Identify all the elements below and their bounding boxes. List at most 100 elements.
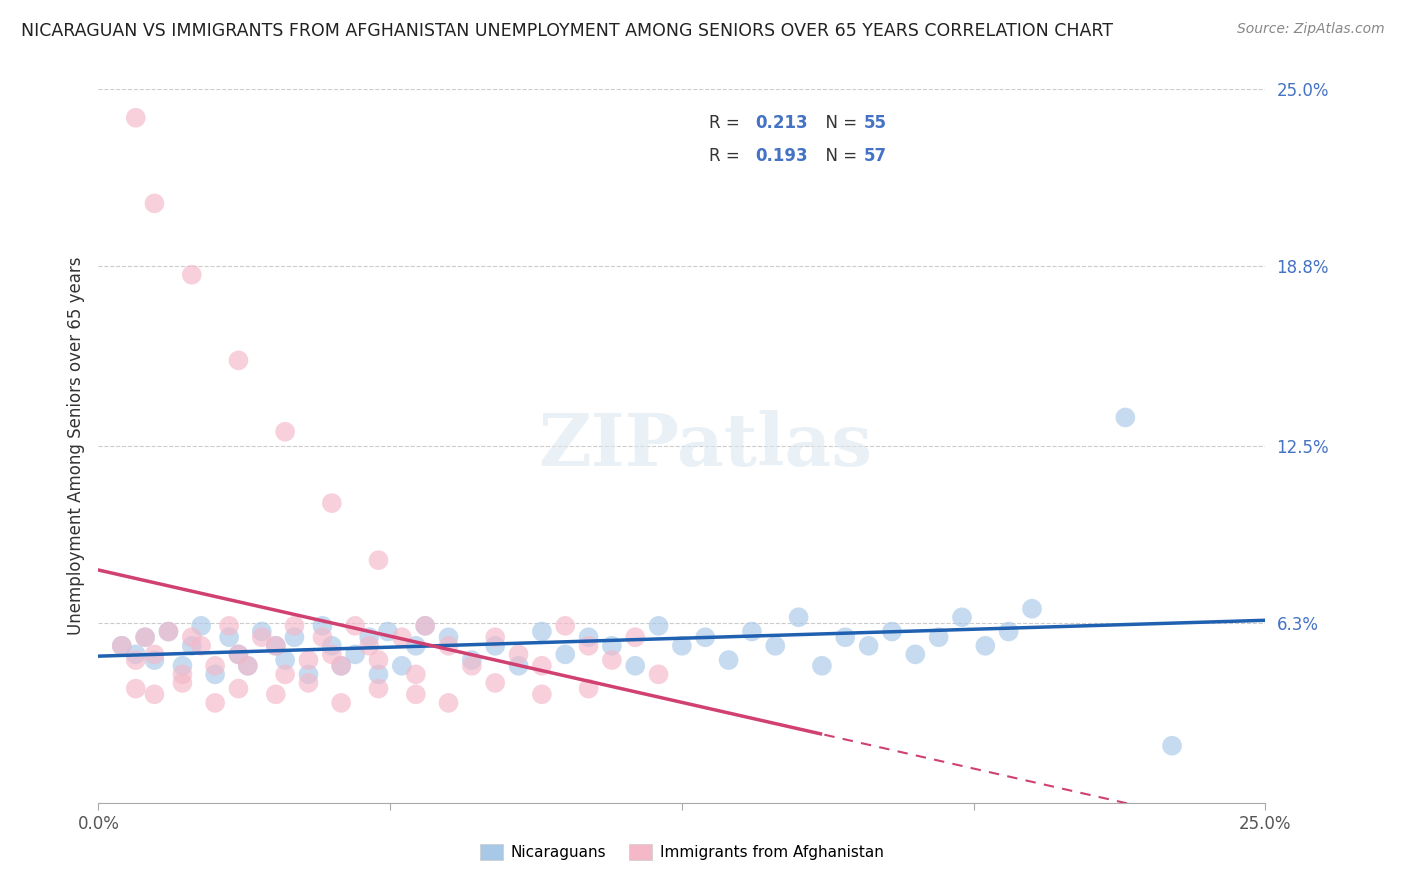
Point [647,667,669,681]
Point [274,667,297,681]
Point [228,353,250,368]
Point [405,687,427,701]
Point [190,639,212,653]
Point [367,681,389,696]
Point [264,639,287,653]
Point [578,630,600,644]
Point [1021,601,1043,615]
Point [600,639,623,653]
Point [204,667,226,681]
Point [405,639,427,653]
Point [125,111,148,125]
Point [904,648,927,662]
Point [218,619,240,633]
Point [367,667,389,681]
Text: ZIPatlas: ZIPatlas [538,410,872,482]
Point [321,639,343,653]
Text: 55: 55 [863,114,887,132]
Point [264,687,287,701]
Text: 57: 57 [863,147,887,165]
Point [111,639,134,653]
Point [928,630,950,644]
Point [218,630,240,644]
Point [880,624,903,639]
Point [228,681,250,696]
Point [125,681,148,696]
Point [741,624,763,639]
Point [787,610,810,624]
Point [367,653,389,667]
Point [600,653,623,667]
Point [330,658,353,673]
Point [624,630,647,644]
Point [578,681,600,696]
Point [647,619,669,633]
Point [717,653,740,667]
Point [330,696,353,710]
Point [391,658,413,673]
Point [264,639,287,653]
Point [437,639,460,653]
Point [554,619,576,633]
Point [858,639,880,653]
Point [143,653,166,667]
Point [321,648,343,662]
Point [508,648,530,662]
Point [297,667,319,681]
Point [125,653,148,667]
Point [180,639,202,653]
Point [228,648,250,662]
Point [359,630,381,644]
Point [530,658,553,673]
Point [1114,410,1136,425]
Point [190,619,212,633]
Legend: Nicaraguans, Immigrants from Afghanistan: Nicaraguans, Immigrants from Afghanistan [474,838,890,866]
Point [554,648,576,662]
Point [274,653,297,667]
Point [111,639,134,653]
Point [484,676,506,690]
Point [1161,739,1184,753]
Point [461,658,484,673]
Point [228,648,250,662]
Text: R =: R = [709,147,745,165]
Text: NICARAGUAN VS IMMIGRANTS FROM AFGHANISTAN UNEMPLOYMENT AMONG SENIORS OVER 65 YEA: NICARAGUAN VS IMMIGRANTS FROM AFGHANISTA… [21,22,1114,40]
Point [530,624,553,639]
Point [344,619,367,633]
Point [180,630,202,644]
Point [283,619,305,633]
Point [950,610,973,624]
Point [236,658,259,673]
Point [695,630,717,644]
Point [671,639,693,653]
Point [143,687,166,701]
Point [125,648,148,662]
Point [250,630,273,644]
Point [172,676,194,690]
Point [297,676,319,690]
Point [143,196,166,211]
Text: R =: R = [709,114,745,132]
Point [274,425,297,439]
Point [330,658,353,673]
Text: N =: N = [814,147,862,165]
Point [624,658,647,673]
Point [484,630,506,644]
Point [297,653,319,667]
Point [413,619,436,633]
Point [134,630,156,644]
Point [461,653,484,667]
Point [157,624,180,639]
Point [236,658,259,673]
Point [367,553,389,567]
Text: N =: N = [814,114,862,132]
Point [437,696,460,710]
Point [413,619,436,633]
Text: 0.213: 0.213 [755,114,808,132]
Point [997,624,1019,639]
Point [391,630,413,644]
Point [250,624,273,639]
Y-axis label: Unemployment Among Seniors over 65 years: Unemployment Among Seniors over 65 years [66,257,84,635]
Point [834,630,856,644]
Point [172,667,194,681]
